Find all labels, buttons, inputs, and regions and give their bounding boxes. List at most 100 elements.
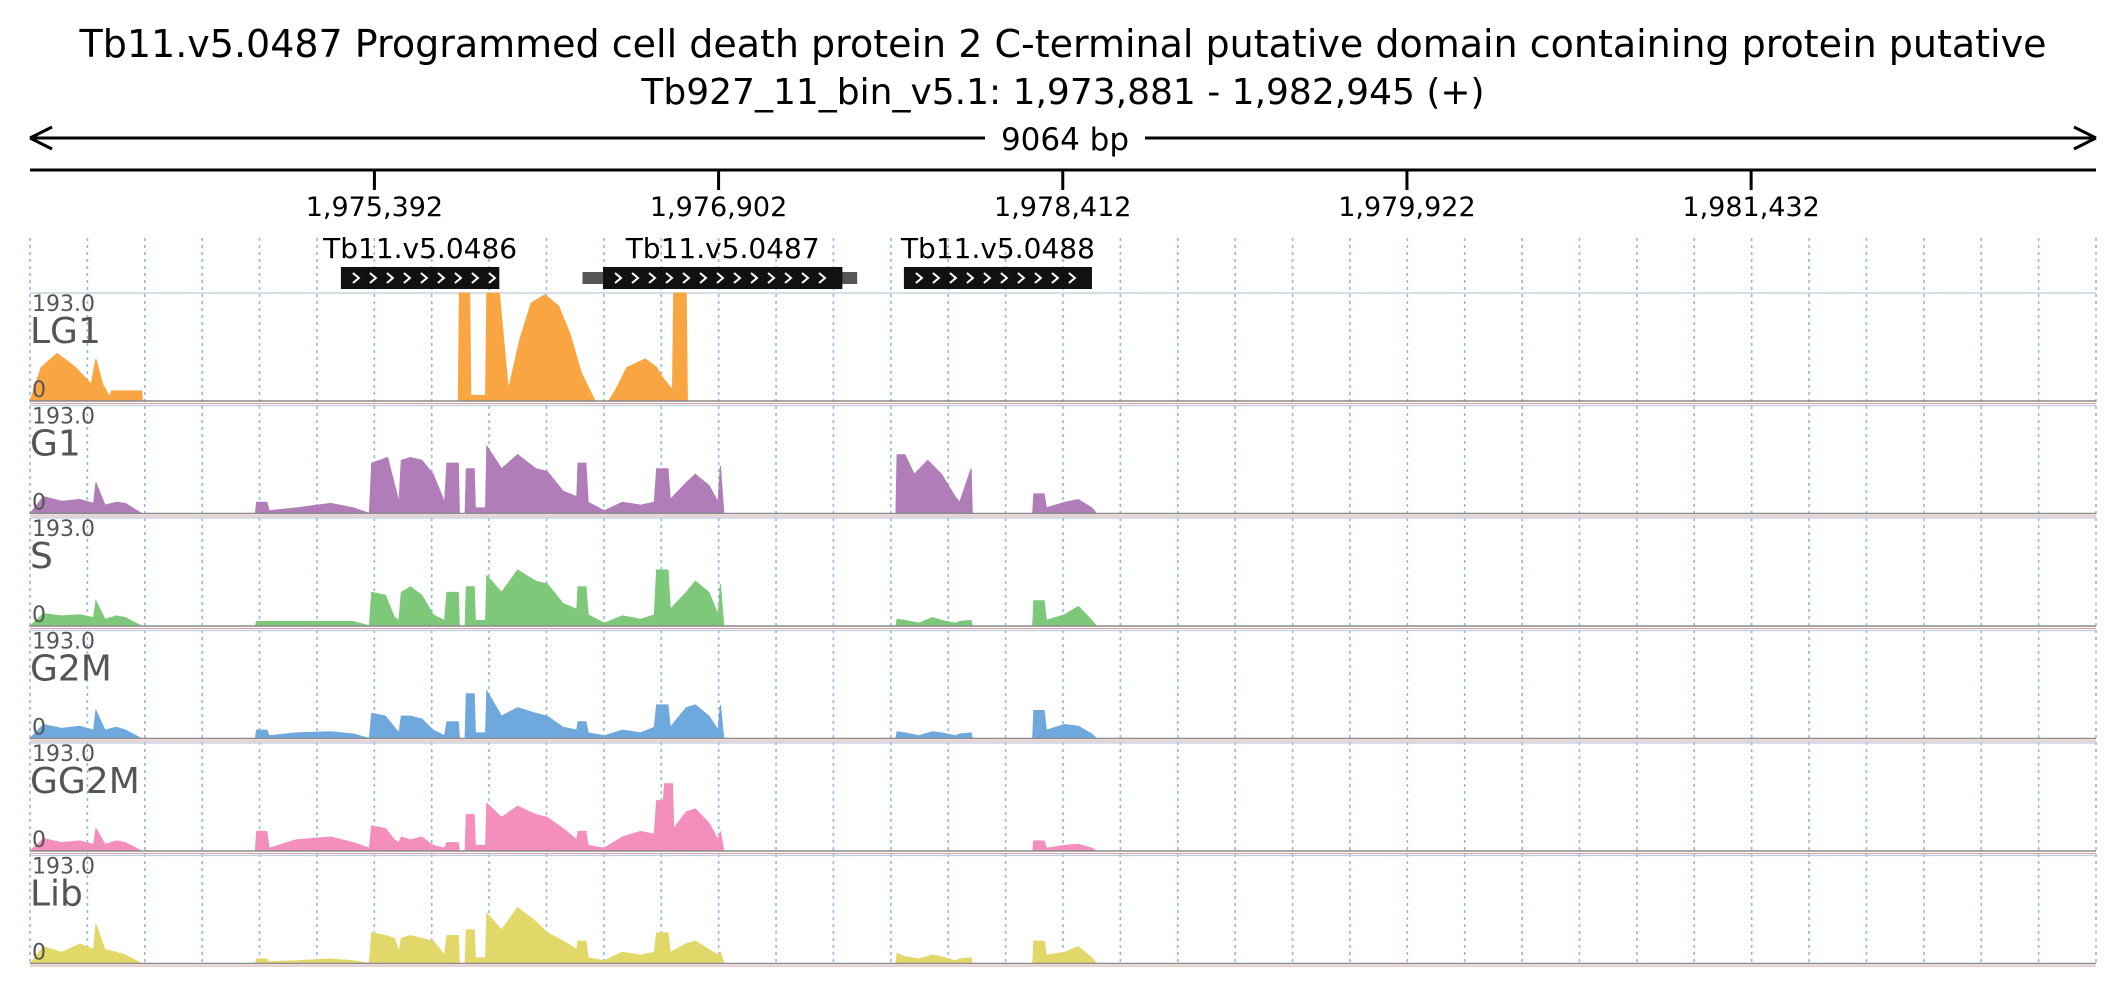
track-zero-label: 0 xyxy=(32,491,46,516)
strand-arrow xyxy=(420,272,429,284)
strand-arrow xyxy=(949,272,958,284)
coverage-area xyxy=(464,569,725,627)
track-zero-label: 0 xyxy=(32,603,46,628)
track-zero-label: 0 xyxy=(32,378,46,403)
coverage-track xyxy=(28,854,2096,967)
coverage-track xyxy=(28,742,2096,854)
coverage-area xyxy=(1032,600,1098,627)
gene-feature xyxy=(903,267,1092,289)
gene-title: Tb11.v5.0487 Programmed cell death prote… xyxy=(79,22,2047,66)
coverage-area xyxy=(457,292,688,402)
strand-arrow xyxy=(818,272,827,284)
coverage-area xyxy=(464,906,725,964)
ruler-tick-label: 1,981,432 xyxy=(1682,192,1819,223)
coverage-area xyxy=(1032,493,1098,514)
coverage-area xyxy=(106,390,144,402)
coverage-area xyxy=(464,689,725,739)
coverage-track xyxy=(28,517,2096,629)
strand-arrow xyxy=(614,272,623,284)
track-zero-label: 0 xyxy=(32,716,46,741)
gene-feature xyxy=(340,267,500,289)
coverage-area xyxy=(1032,710,1098,739)
strand-arrow xyxy=(1034,272,1043,284)
track-name-label: GG2M xyxy=(30,761,140,802)
track-max-label: 193.0 xyxy=(32,855,95,880)
strand-arrow xyxy=(454,272,463,284)
coverage-track xyxy=(28,404,2096,517)
ruler-tick-label: 1,978,412 xyxy=(994,192,1131,223)
strand-arrow xyxy=(1068,272,1077,284)
strand-arrow xyxy=(488,272,497,284)
strand-arrow xyxy=(983,272,992,284)
coverage-area xyxy=(895,952,973,964)
coverage-track xyxy=(29,292,2096,404)
strand-arrow xyxy=(1051,272,1060,284)
strand-arrow xyxy=(403,272,412,284)
coverage-area xyxy=(464,444,725,514)
track-name-label: LG1 xyxy=(30,311,101,352)
strand-arrow xyxy=(915,272,924,284)
coverage-area xyxy=(29,352,113,402)
coverage-track xyxy=(28,629,2096,742)
track-name-label: G2M xyxy=(30,649,112,690)
coverage-area xyxy=(254,586,460,627)
strand-arrow xyxy=(966,272,975,284)
strand-arrow xyxy=(784,272,793,284)
track-name-label: G1 xyxy=(30,424,81,465)
track-zero-label: 0 xyxy=(32,941,46,966)
strand-arrow xyxy=(1017,272,1026,284)
ruler-tick-label: 1,975,392 xyxy=(306,192,443,223)
coverage-area xyxy=(254,825,460,852)
ruler-tick-label: 1,979,922 xyxy=(1338,192,1475,223)
coverage-area xyxy=(895,617,973,627)
coverage-area xyxy=(895,454,973,514)
track-max-label: 193.0 xyxy=(32,742,95,767)
coverage-area xyxy=(254,932,460,965)
strand-arrow xyxy=(1000,272,1009,284)
strand-arrow xyxy=(648,272,657,284)
coverage-area xyxy=(28,599,142,627)
track-zero-label: 0 xyxy=(32,828,46,853)
coverage-area xyxy=(28,924,142,964)
strand-arrow xyxy=(631,272,640,284)
gene-label: Tb11.v5.0488 xyxy=(900,232,1095,265)
track-name-label: Lib xyxy=(30,874,83,915)
strand-arrow xyxy=(665,272,674,284)
coverage-area xyxy=(254,712,460,740)
strand-arrow xyxy=(369,272,378,284)
span-length-label: 9064 bp xyxy=(1001,122,1129,158)
strand-arrow xyxy=(437,272,446,284)
track-max-label: 193.0 xyxy=(32,292,95,317)
gene-label: Tb11.v5.0487 xyxy=(625,232,820,265)
strand-arrow xyxy=(471,272,480,284)
span-arrow-left xyxy=(29,125,53,151)
locus-coordinates: Tb927_11_bin_v5.1: 1,973,881 - 1,982,945… xyxy=(641,72,1485,113)
strand-arrow xyxy=(716,272,725,284)
coverage-area xyxy=(1032,940,1098,964)
coverage-area xyxy=(28,482,144,514)
track-max-label: 193.0 xyxy=(32,630,95,655)
ruler-tick-label: 1,976,902 xyxy=(650,192,787,223)
strand-arrow xyxy=(932,272,941,284)
strand-arrow xyxy=(352,272,361,284)
strand-arrow xyxy=(767,272,776,284)
strand-arrow xyxy=(801,272,810,284)
strand-arrow xyxy=(733,272,742,284)
span-arrow-right xyxy=(2073,125,2097,151)
track-max-label: 193.0 xyxy=(32,517,95,542)
coverage-area xyxy=(464,783,725,852)
strand-arrow xyxy=(386,272,395,284)
coverage-area xyxy=(895,731,973,739)
coverage-area xyxy=(254,456,460,515)
gene-label: Tb11.v5.0486 xyxy=(322,232,517,265)
coverage-area xyxy=(28,827,142,852)
strand-arrow xyxy=(750,272,759,284)
strand-arrow xyxy=(699,272,708,284)
coverage-area xyxy=(28,708,142,739)
track-name-label: S xyxy=(30,536,53,577)
track-max-label: 193.0 xyxy=(32,405,95,430)
strand-arrow xyxy=(682,272,691,284)
coverage-area xyxy=(1032,840,1099,852)
